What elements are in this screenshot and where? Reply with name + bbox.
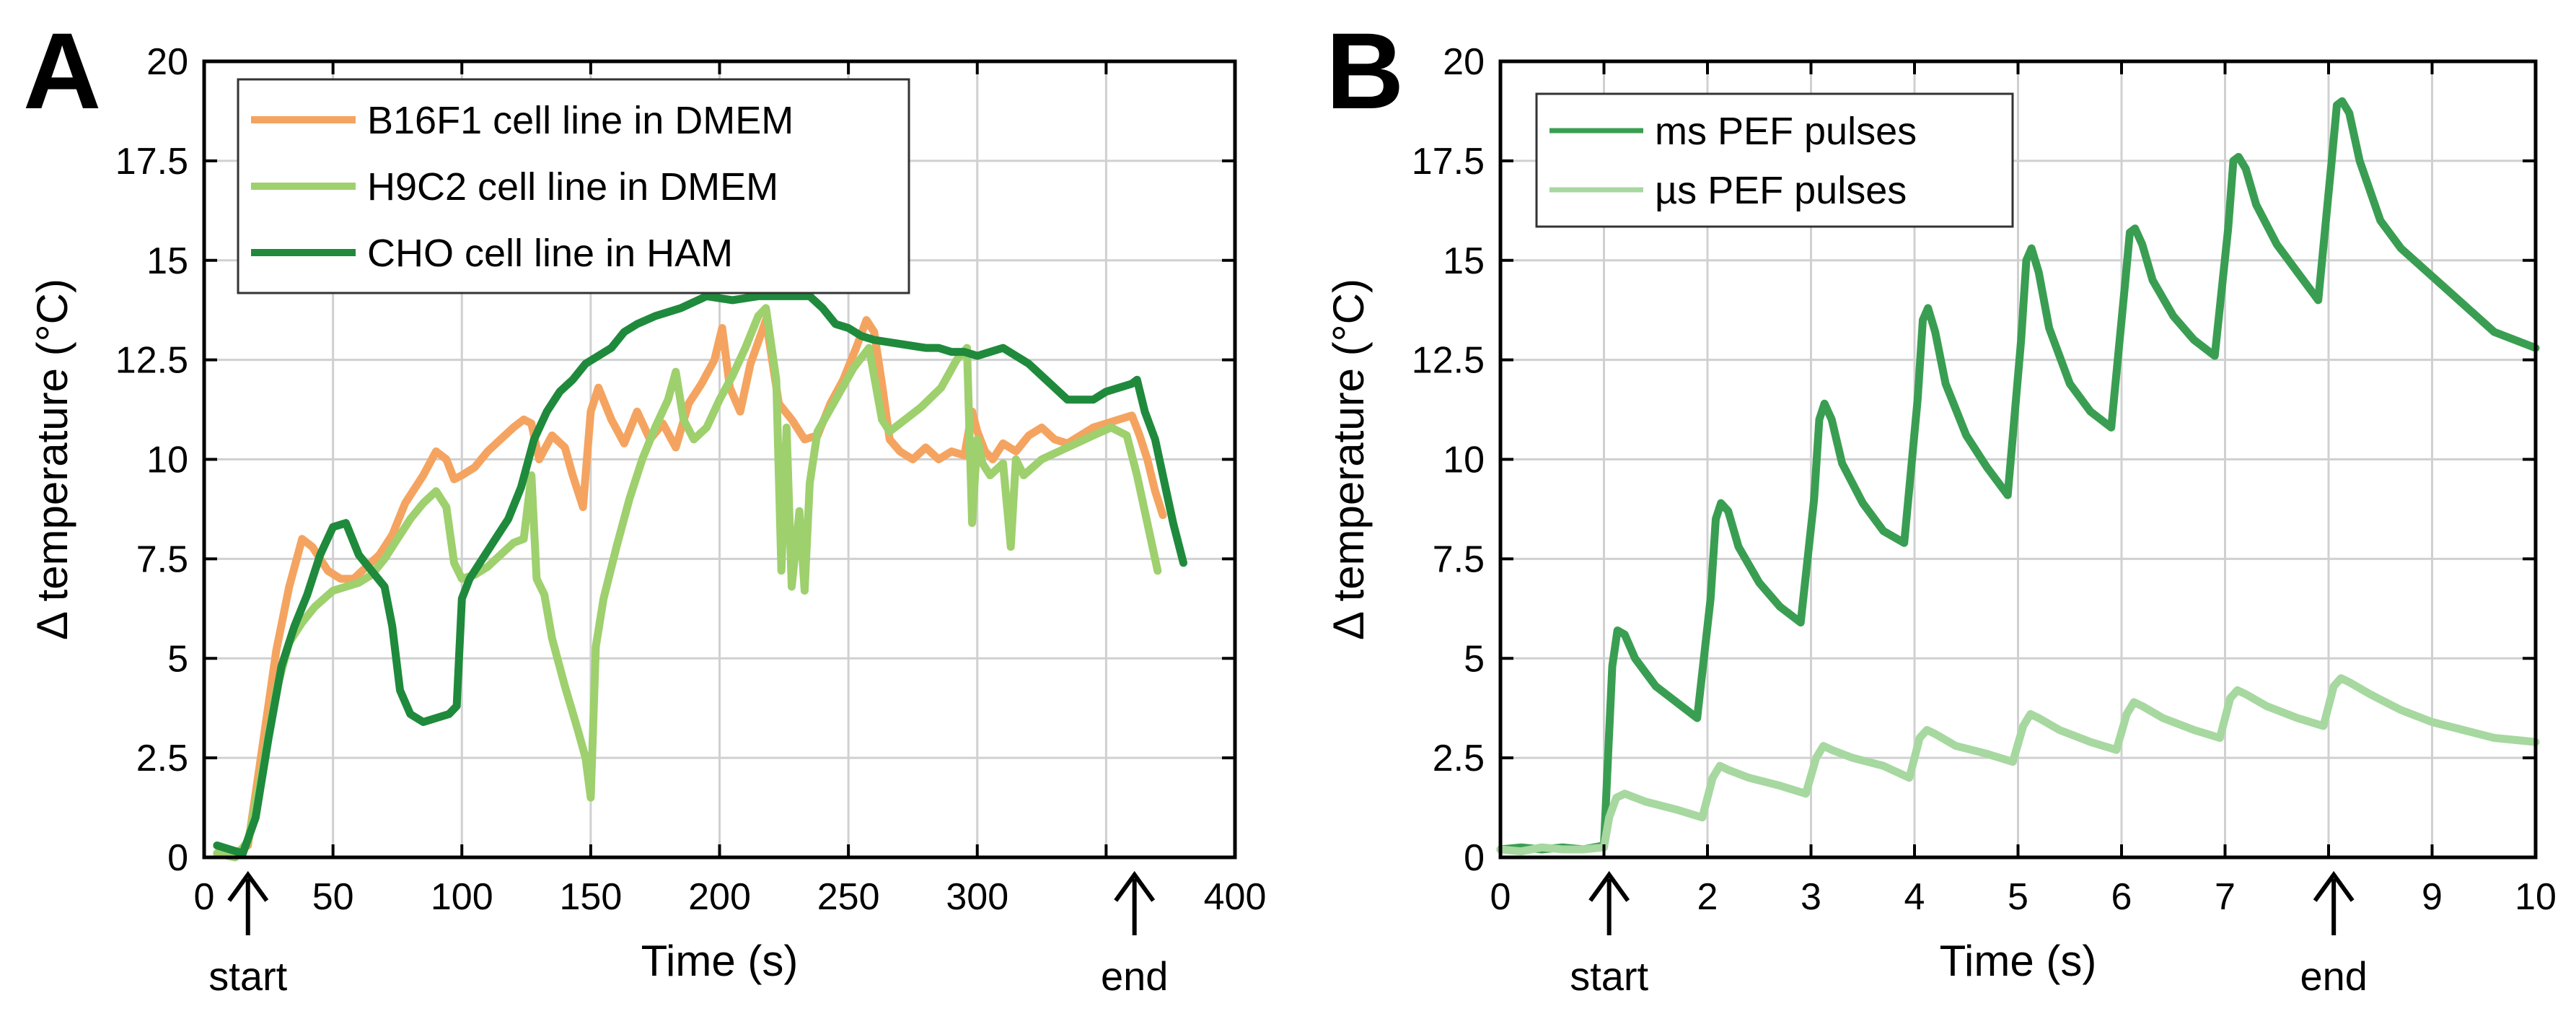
y-tick-label: 12.5 <box>1412 340 1485 382</box>
x-axis-label: Time (s) <box>1940 937 2097 985</box>
y-tick-label: 7.5 <box>136 538 188 580</box>
y-tick-label: 2.5 <box>1433 738 1485 779</box>
annotation-end: end <box>2300 870 2368 999</box>
x-tick-label: 5 <box>2008 876 2028 918</box>
x-tick-label: 9 <box>2422 876 2443 918</box>
y-tick-label: 0 <box>167 837 188 879</box>
y-tick-label: 10 <box>1443 440 1485 481</box>
annotation-end: end <box>1101 870 1168 999</box>
y-tick-label: 0 <box>1464 837 1485 879</box>
legend: ms PEF pulses µs PEF pulses <box>1535 92 2014 228</box>
y-tick-label: 7.5 <box>1433 538 1485 580</box>
x-tick-label: 7 <box>2215 876 2236 918</box>
y-axis-label: Δ temperature (°C) <box>28 279 76 640</box>
annotation-label: end <box>1101 953 1168 999</box>
y-axis-label: Δ temperature (°C) <box>1324 279 1373 640</box>
y-tick-label: 5 <box>1464 638 1485 680</box>
annotation-label: end <box>2300 953 2367 999</box>
x-tick-label: 150 <box>559 876 622 918</box>
y-tick-label: 20 <box>146 41 188 83</box>
x-tick-label: 2 <box>1697 876 1718 918</box>
legend-label: B16F1 cell line in DMEM <box>367 99 794 142</box>
y-tick-label: 15 <box>146 240 188 282</box>
annotation-label: start <box>208 953 287 999</box>
annotation-label: start <box>1570 953 1648 999</box>
x-tick-label: 200 <box>688 876 751 918</box>
series-line-1 <box>213 316 1167 857</box>
y-tick-label: 10 <box>146 440 188 481</box>
panel-a: 0 50 100 150 200 250 300 400 0 2.5 5 7.5 10 12.5 15 17.… <box>23 10 1266 999</box>
y-tick-label: 5 <box>167 638 188 680</box>
arrow-up-icon <box>1114 870 1156 902</box>
series-line-2 <box>1496 674 2540 856</box>
x-tick-label: 300 <box>946 876 1008 918</box>
series-line-1 <box>1496 97 2540 854</box>
y-tick-label: 12.5 <box>115 340 188 382</box>
arrow-up-icon <box>227 870 269 902</box>
x-tick-label: 50 <box>312 876 354 918</box>
y-tick-label: 15 <box>1443 240 1485 282</box>
legend-label: ms PEF pulses <box>1655 110 1917 153</box>
y-tick-label: 17.5 <box>115 141 188 183</box>
annotation-start: start <box>208 870 288 999</box>
panel-letter: A <box>23 10 101 131</box>
x-tick-label: 400 <box>1204 876 1267 918</box>
x-tick-label: 0 <box>194 876 215 918</box>
x-tick-label: 0 <box>1490 876 1511 918</box>
series-line-2 <box>213 304 1162 862</box>
legend-label: CHO cell line in HAM <box>367 232 733 275</box>
x-tick-label: 4 <box>1904 876 1925 918</box>
x-tick-label: 3 <box>1801 876 1821 918</box>
x-tick-label: 6 <box>2111 876 2132 918</box>
legend: B16F1 cell line in DMEM H9C2 cell line in… <box>237 78 910 294</box>
series-line-3 <box>213 292 1187 857</box>
annotation-start: start <box>1570 870 1649 999</box>
x-tick-label: 100 <box>431 876 493 918</box>
x-axis-label: Time (s) <box>641 937 799 985</box>
arrow-up-icon <box>2313 870 2355 902</box>
x-tick-label: 10 <box>2515 876 2557 918</box>
legend-label: H9C2 cell line in DMEM <box>367 165 778 209</box>
legend-box <box>1535 92 2014 228</box>
panel-b: 0 2 3 4 5 6 7 9 10 0 2.5 5 7.5 10 12.5 15 17.5 20 Time (s)… <box>1324 10 2557 999</box>
y-tick-label: 2.5 <box>136 738 188 779</box>
y-tick-label: 20 <box>1443 41 1485 83</box>
y-tick-label: 17.5 <box>1412 141 1485 183</box>
panel-letter: B <box>1326 10 1404 131</box>
legend-label: µs PEF pulses <box>1655 169 1907 212</box>
arrow-up-icon <box>1588 870 1630 902</box>
x-tick-label: 250 <box>817 876 880 918</box>
